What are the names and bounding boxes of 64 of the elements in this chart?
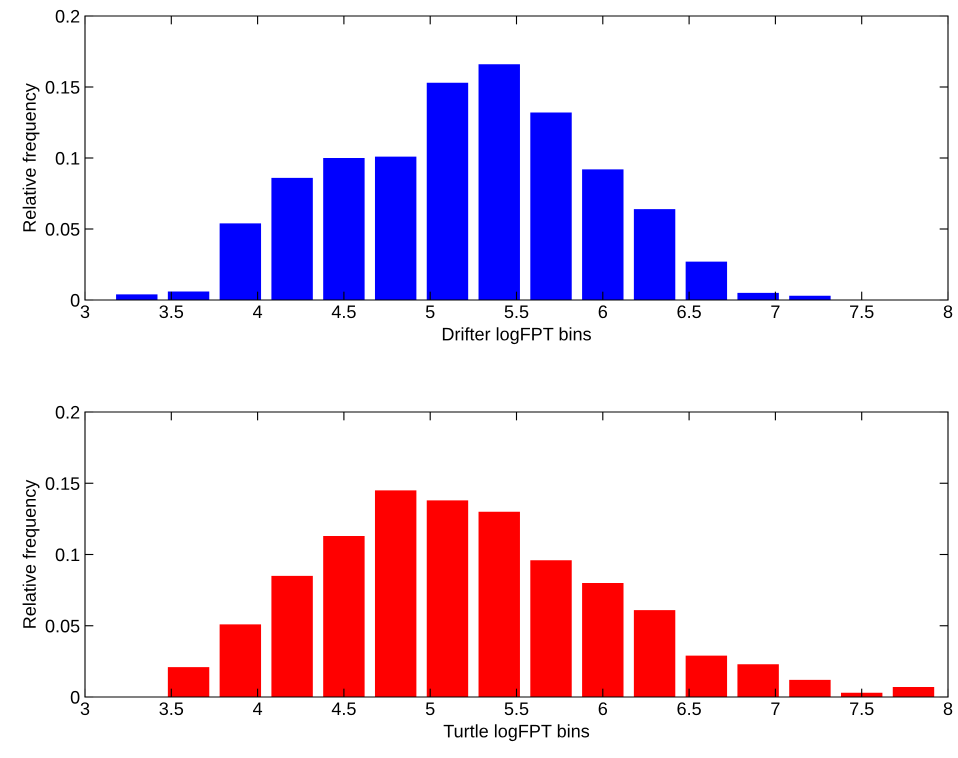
- x-tick-label: 3.5: [159, 305, 184, 318]
- bar: [892, 687, 934, 697]
- bar: [634, 209, 676, 300]
- bar: [737, 292, 779, 300]
- bar: [582, 169, 624, 300]
- x-tick-label: 6.5: [677, 702, 701, 716]
- x-tick-label: 6: [598, 305, 608, 318]
- y-tick-label: 0.1: [56, 548, 80, 562]
- bar: [374, 156, 416, 300]
- x-axis-title: Drifter logFPT bins: [442, 327, 591, 344]
- bar: [426, 82, 468, 300]
- bar: [323, 158, 365, 300]
- y-tick-label: 0.2: [56, 406, 80, 419]
- x-tick-label: 7.5: [850, 702, 874, 716]
- bar: [271, 576, 313, 697]
- y-tick-label: 0: [70, 690, 80, 704]
- y-tick-label: 0.1: [56, 152, 80, 165]
- x-tick-label: 3: [80, 305, 90, 318]
- y-axis-title: Relative frequency: [22, 83, 40, 232]
- x-tick-label: 7.5: [850, 306, 874, 318]
- bar: [582, 583, 624, 697]
- bar: [686, 656, 728, 697]
- x-tick-label: 6.5: [677, 305, 701, 318]
- x-tick-label: 3.5: [159, 702, 184, 716]
- bar: [168, 667, 210, 697]
- bar: [478, 512, 520, 697]
- x-tick-label: 4: [252, 702, 262, 715]
- bar: [634, 610, 676, 697]
- bar: [686, 262, 728, 300]
- bar: [530, 560, 572, 697]
- x-tick-label: 8: [944, 305, 952, 318]
- x-tick-label: 5.5: [504, 702, 528, 716]
- bar: [220, 223, 262, 300]
- y-tick-label: 0.15: [46, 477, 80, 490]
- y-tick-label: 0.2: [56, 10, 80, 23]
- bar: [478, 64, 520, 300]
- bar: [323, 536, 365, 697]
- bar: [530, 112, 572, 300]
- y-axis-title: Relative frequency: [22, 480, 40, 628]
- bar: [737, 664, 779, 697]
- x-tick-label: 5: [426, 702, 434, 716]
- x-tick-label: 4.5: [332, 306, 356, 318]
- bar: [789, 680, 831, 697]
- x-tick-label: 6: [598, 702, 608, 716]
- bar: [168, 291, 210, 300]
- x-tick-label: 4: [252, 306, 262, 318]
- x-tick-label: 5.5: [504, 306, 528, 318]
- x-tick-label: 3: [80, 702, 90, 716]
- bar: [789, 296, 831, 300]
- bar: [426, 500, 468, 697]
- y-tick-label: 0.05: [46, 222, 80, 236]
- x-tick-label: 8: [944, 702, 952, 716]
- bar: [220, 624, 262, 697]
- x-tick-label: 7: [771, 306, 780, 318]
- bar: [374, 490, 416, 697]
- x-tick-label: 5: [426, 306, 434, 318]
- bar: [840, 692, 882, 697]
- y-tick-label: 0.15: [46, 80, 80, 94]
- y-tick-label: 0: [70, 294, 80, 307]
- bar: [271, 178, 313, 300]
- x-tick-label: 4.5: [332, 702, 356, 716]
- y-tick-label: 0.05: [46, 620, 80, 632]
- x-axis-title: Turtle logFPT bins: [444, 724, 590, 742]
- x-tick-label: 7: [771, 702, 780, 715]
